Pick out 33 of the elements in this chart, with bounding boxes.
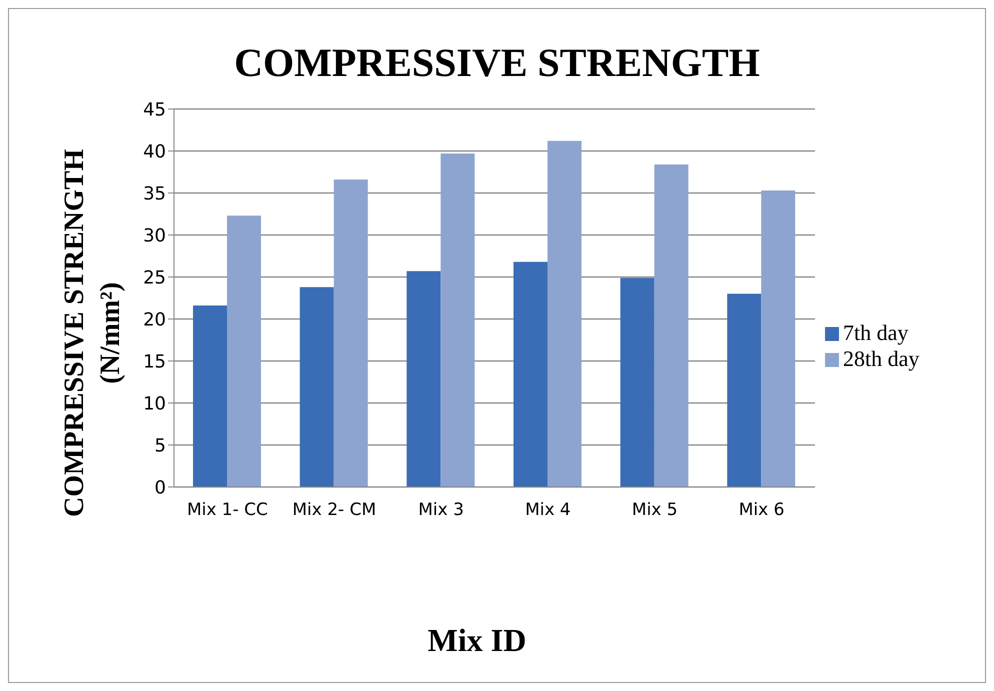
legend-label: 28th day — [843, 346, 920, 370]
bar — [548, 140, 582, 487]
y-tick-label: 5 — [154, 435, 166, 456]
y-tick-label: 25 — [143, 267, 166, 288]
bar — [406, 271, 441, 487]
y-tick-label: 35 — [143, 183, 166, 204]
y-tick-label: 15 — [143, 351, 166, 372]
bar — [727, 294, 762, 487]
bar — [300, 287, 334, 487]
x-tick-label: Mix 3 — [418, 500, 464, 520]
bar — [761, 190, 796, 487]
x-axis-title: Mix ID — [426, 622, 528, 659]
bar — [654, 164, 688, 487]
y-tick-label: 10 — [143, 393, 166, 414]
bar — [227, 216, 261, 487]
x-tick-label: Mix 1- CC — [186, 500, 268, 520]
y-tick-label: 30 — [143, 225, 166, 246]
bar — [193, 306, 227, 487]
x-tick-label: Mix 4 — [525, 500, 571, 520]
y-tick-label: 0 — [154, 477, 166, 498]
y-tick-label: 20 — [143, 309, 166, 330]
bar — [334, 180, 368, 487]
y-tick-label: 40 — [143, 141, 166, 162]
x-tick-label: Mix 6 — [738, 500, 784, 520]
bar — [440, 154, 475, 487]
chart-title: COMPRESSIVE STRENGTH — [233, 39, 761, 86]
bar — [620, 278, 654, 487]
x-tick-label: Mix 2- CM — [292, 500, 376, 520]
y-tick-label: 45 — [143, 99, 166, 120]
x-tick-label: Mix 5 — [632, 500, 678, 520]
legend-label: 7th day — [843, 320, 908, 344]
y-axis-title: COMPRESSIVE STRENGTH (N/mm²) — [58, 148, 127, 519]
bar — [514, 262, 548, 487]
